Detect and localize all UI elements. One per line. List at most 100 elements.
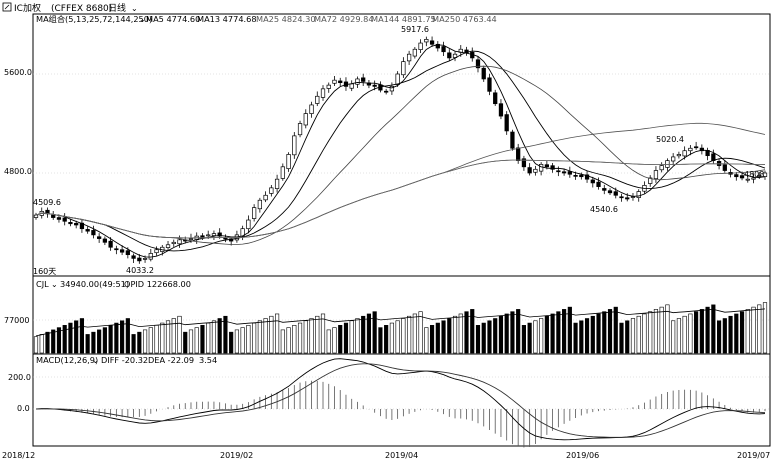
volume-bar bbox=[694, 311, 699, 354]
macd-legend-name[interactable]: MACD(12,26,9) bbox=[36, 355, 98, 365]
ma-line bbox=[35, 50, 766, 252]
candle-body bbox=[309, 104, 314, 114]
candle-body bbox=[62, 217, 67, 222]
candle-body bbox=[527, 167, 532, 174]
candle-body bbox=[286, 154, 291, 170]
candle-body bbox=[119, 249, 125, 253]
volume-bar bbox=[188, 329, 194, 354]
candle-body bbox=[274, 178, 280, 189]
x-axis-label: 2018/12 bbox=[2, 451, 35, 460]
candle-body bbox=[251, 207, 257, 219]
candle-body bbox=[452, 53, 458, 58]
symbol-code: (CFFEX 8680) bbox=[51, 4, 112, 14]
volume-legend-opid: OPID 122668.00 bbox=[124, 279, 191, 289]
ma-legend-chevron-icon[interactable]: ⌄ bbox=[139, 15, 146, 24]
volume-bar bbox=[240, 327, 245, 354]
candle-body bbox=[125, 250, 130, 256]
candle-body bbox=[613, 191, 618, 196]
volume-bar bbox=[79, 318, 85, 354]
volume-bar bbox=[372, 311, 377, 354]
candle-body bbox=[137, 257, 142, 262]
volume-bar bbox=[85, 334, 90, 354]
candle-body bbox=[223, 237, 228, 240]
candle-body bbox=[142, 258, 148, 260]
volume-bar bbox=[688, 313, 693, 354]
candle-body bbox=[682, 150, 687, 157]
candle-body bbox=[722, 164, 727, 171]
macd-series bbox=[35, 358, 766, 448]
candle-body bbox=[602, 188, 607, 191]
candle-body bbox=[85, 229, 90, 232]
volume-bar bbox=[309, 318, 314, 354]
volume-bar bbox=[120, 320, 125, 354]
volume-bar bbox=[464, 311, 469, 354]
volume-bar bbox=[148, 327, 153, 354]
candle-body bbox=[349, 83, 354, 89]
candle-body bbox=[154, 249, 159, 254]
macd-panel bbox=[32, 353, 771, 447]
macd-legend-dea: DEA -22.09 bbox=[148, 355, 194, 365]
volume-bar bbox=[539, 318, 544, 354]
symbol-name[interactable]: IC加权 bbox=[14, 2, 41, 14]
candle-body bbox=[625, 197, 630, 200]
title-icon bbox=[2, 2, 12, 12]
candle-body bbox=[757, 175, 762, 177]
candle-body bbox=[114, 248, 119, 251]
volume-bar bbox=[343, 322, 349, 354]
volume-bar bbox=[550, 313, 555, 354]
period-selector[interactable]: 日线 bbox=[108, 2, 126, 14]
candle-body bbox=[418, 42, 423, 50]
period-chevron-icon[interactable]: ⌄ bbox=[131, 4, 138, 13]
candle-body bbox=[475, 59, 481, 69]
volume-legend-value: 34940.00(49:51) bbox=[60, 279, 129, 289]
macd-legend-chevron-icon[interactable]: ⌄ bbox=[92, 356, 99, 365]
x-axis-label: 2019/07 bbox=[737, 451, 770, 460]
volume-bar bbox=[429, 325, 435, 354]
volume-legend-chevron-icon[interactable]: ⌄ bbox=[51, 280, 58, 289]
ma-legend-group[interactable]: MA组合(5,13,25,72,144,250) bbox=[36, 14, 152, 24]
candle-body bbox=[659, 165, 664, 171]
macd-legend-diff: DIFF -20.32 bbox=[101, 355, 148, 365]
volume-bar bbox=[366, 313, 372, 354]
candle-body bbox=[355, 78, 360, 85]
volume-bar bbox=[292, 325, 297, 354]
candle-body bbox=[131, 255, 136, 259]
volume-bar bbox=[504, 313, 509, 354]
price-annotation: 4033.2 bbox=[126, 266, 154, 275]
candle-body bbox=[102, 238, 108, 243]
candle-body bbox=[412, 48, 417, 57]
price-series bbox=[33, 36, 768, 264]
volume-bar bbox=[470, 309, 475, 354]
volume-bar bbox=[716, 320, 722, 354]
volume-bar bbox=[493, 318, 498, 354]
volume-bar bbox=[165, 320, 171, 354]
ma-legend-ma13: MA13 4774.68 bbox=[197, 14, 257, 24]
candle-body bbox=[493, 92, 498, 105]
volume-bar bbox=[739, 311, 745, 354]
volume-bar bbox=[102, 327, 107, 354]
volume-bar bbox=[625, 320, 630, 354]
volume-bar bbox=[711, 304, 716, 354]
candle-body bbox=[91, 230, 96, 236]
candle-body bbox=[33, 214, 39, 218]
volume-bar bbox=[751, 306, 756, 354]
volume-legend-name[interactable]: CJL bbox=[36, 279, 49, 289]
volume-bar bbox=[177, 315, 182, 354]
volume-bar bbox=[584, 318, 590, 354]
volume-bar bbox=[154, 325, 159, 354]
candle-body bbox=[550, 165, 555, 170]
candle-body bbox=[739, 175, 745, 179]
volume-bar bbox=[498, 315, 504, 354]
candle-body bbox=[665, 160, 670, 168]
candle-body bbox=[539, 163, 544, 172]
ma-line bbox=[35, 65, 766, 245]
candle-body bbox=[429, 40, 435, 45]
volume-bar bbox=[648, 311, 653, 354]
volume-bar bbox=[447, 318, 452, 354]
volume-bar bbox=[171, 318, 176, 354]
volume-bar bbox=[435, 322, 440, 354]
macd-legend-macd: 3.54 bbox=[199, 355, 217, 365]
volume-bar bbox=[280, 329, 285, 354]
